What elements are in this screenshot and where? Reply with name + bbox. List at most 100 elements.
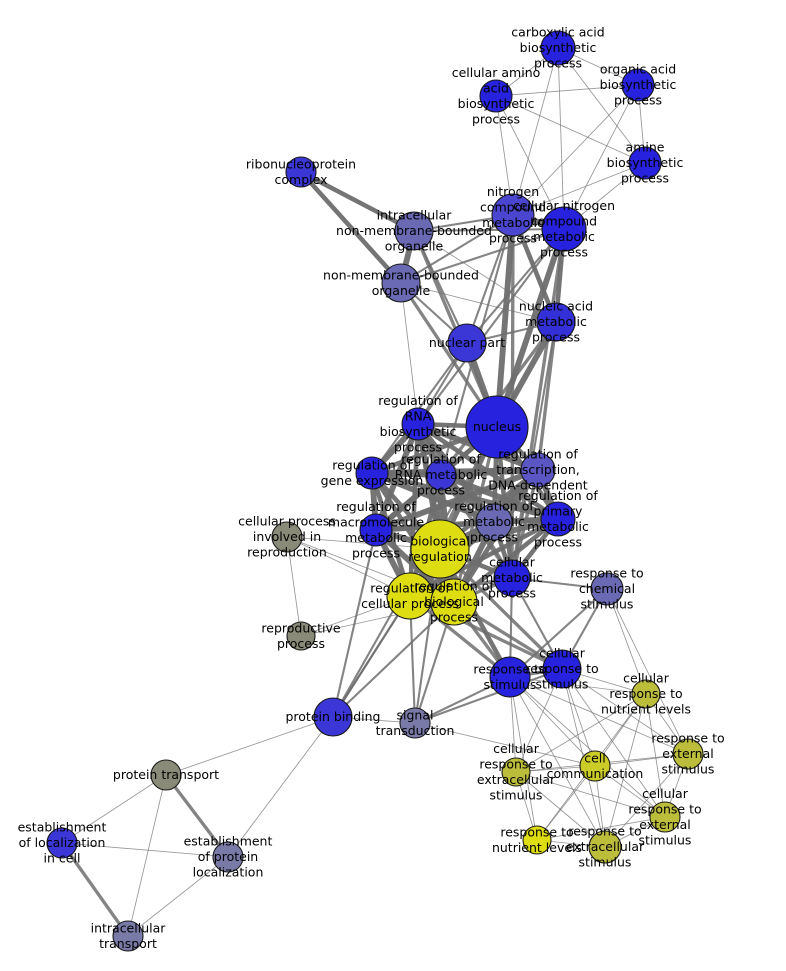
graph-edge (509, 676, 666, 818)
graph-node-organic-acid-biosynthetic-process[interactable] (621, 68, 655, 102)
graph-edge (127, 774, 167, 937)
graph-node-cellular-response-to-nutrient-levels[interactable] (631, 679, 661, 709)
graph-edge (606, 588, 647, 695)
graph-edge (298, 169, 404, 286)
graph-edge (286, 536, 302, 637)
graph-edge (512, 47, 559, 216)
graph-node-signal-transduction[interactable] (399, 707, 431, 739)
graph-node-cellular-response-to-external-stimulus[interactable] (649, 801, 681, 833)
graph-node-response-to-nutrient-levels[interactable] (522, 825, 552, 855)
graph-node-cellular-nitrogen-compound-metabolic-process[interactable] (541, 206, 587, 252)
graph-edge (509, 676, 606, 848)
graph-edge (515, 693, 647, 773)
graph-edge (331, 528, 378, 719)
graph-edge (536, 765, 596, 841)
graph-edge (414, 722, 596, 767)
graph-edge (331, 600, 456, 719)
graph-node-regulation-of-cellular-process[interactable] (386, 572, 434, 620)
graph-node-reproductive-process[interactable] (286, 621, 316, 651)
graph-edge (512, 84, 639, 216)
node-layer[interactable] (46, 30, 704, 952)
graph-edge (495, 95, 646, 164)
graph-edge (298, 169, 417, 234)
graph-edge (604, 753, 689, 848)
graph-edge (413, 230, 557, 323)
graph-node-regulation-of-macromolecule-metabolic-process[interactable] (359, 513, 393, 547)
graph-edge (563, 84, 639, 230)
graph-edge (399, 227, 566, 285)
graph-edge (61, 842, 229, 858)
graph-node-nucleus[interactable] (465, 395, 529, 459)
graph-edge (438, 472, 561, 522)
graph-node-cellular-metabolic-process[interactable] (493, 559, 531, 597)
graph-edge (495, 84, 639, 97)
graph-node-establishment-of-localization-in-cell[interactable] (46, 827, 78, 859)
graph-edge (561, 668, 666, 818)
graph-node-response-to-chemical-stimulus[interactable] (590, 572, 624, 606)
graph-node-cellular-response-to-extracellular-stimulus[interactable] (501, 757, 531, 787)
graph-node-regulation-of-rna-biosynthetic-process[interactable] (401, 407, 435, 441)
graph-node-regulation-of-gene-expression[interactable] (355, 456, 389, 490)
graph-edge (557, 47, 565, 230)
graph-edge (465, 213, 515, 345)
graph-node-nuclear-part[interactable] (447, 323, 487, 363)
graph-edge (127, 856, 229, 937)
graph-edge (604, 693, 647, 848)
graph-edge (399, 213, 515, 285)
graph-edge (465, 227, 566, 345)
graph-edge (407, 421, 421, 599)
graph-node-regulation-of-transcription-dna-dependent[interactable] (520, 452, 556, 488)
graph-node-ribonucleoprotein-complex[interactable] (285, 156, 317, 188)
graph-edge (508, 587, 609, 679)
graph-edge (557, 47, 646, 164)
graph-edge (512, 162, 646, 216)
graph-edge (606, 588, 689, 755)
graph-edge (373, 467, 541, 533)
graph-edge (494, 212, 516, 430)
graph-edge (331, 425, 499, 719)
graph-node-protein-transport[interactable] (150, 759, 182, 791)
graph-edge (164, 773, 230, 859)
graph-node-intracellular-non-membrane-bounded-organelle[interactable] (394, 211, 434, 251)
graph-node-regulation-of-biological-process[interactable] (430, 578, 478, 626)
graph-node-nitrogen-compound-metabolic-process[interactable] (491, 193, 535, 237)
graph-edge (645, 693, 666, 818)
graph-node-establishment-of-protein-localization[interactable] (212, 841, 244, 873)
graph-node-non-membrane-bounded-organelle[interactable] (381, 263, 421, 303)
graph-edge (536, 816, 666, 841)
graph-edge (413, 667, 564, 725)
graph-node-regulation-of-metabolic-process[interactable] (475, 503, 513, 541)
graph-node-cell-communication[interactable] (579, 750, 611, 782)
graph-edge (400, 282, 557, 323)
graph-node-cellular-amino-acid-biosynthetic-process[interactable] (479, 79, 513, 113)
graph-node-response-to-extracellular-stimulus[interactable] (588, 830, 622, 864)
graph-node-protein-binding[interactable] (313, 697, 353, 737)
graph-node-amine-biosynthetic-process[interactable] (628, 146, 662, 180)
graph-edge (416, 227, 566, 426)
graph-node-biological-regulation[interactable] (410, 519, 470, 579)
graph-node-regulation-of-rna-metabolic-process[interactable] (425, 459, 457, 491)
graph-node-cellular-response-to-stimulus[interactable] (542, 649, 582, 689)
graph-edge (61, 774, 167, 844)
graph-edge (60, 841, 130, 938)
graph-edge (495, 95, 565, 230)
graph-node-cellular-process-involved-in-reproduction[interactable] (271, 521, 303, 553)
graph-edge (412, 227, 566, 233)
graph-node-regulation-of-primary-metabolic-process[interactable] (540, 501, 576, 537)
graph-edge (536, 320, 558, 472)
graph-node-response-to-external-stimulus[interactable] (672, 738, 704, 770)
graph-node-response-to-stimulus[interactable] (489, 656, 531, 698)
graph-node-nucleic-acid-metabolic-process[interactable] (536, 302, 576, 342)
graph-edge (515, 771, 666, 818)
graph-edge (165, 716, 334, 776)
graph-edge (400, 282, 419, 425)
graph-edge (509, 676, 538, 841)
graph-node-intracellular-transport[interactable] (112, 920, 144, 952)
graph-node-carboxylic-acid-biosynthetic-process[interactable] (540, 30, 576, 66)
graph-edge (331, 594, 412, 719)
graph-edge (515, 771, 606, 848)
graph-edge (510, 320, 558, 580)
graph-edge (509, 676, 689, 755)
graph-edge (227, 716, 334, 858)
